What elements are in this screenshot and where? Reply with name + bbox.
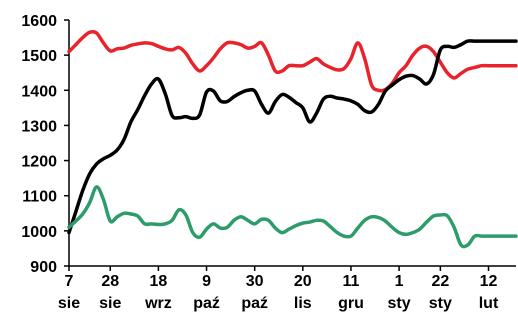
x-axis-tick-labels: 7 sie 28 sie 18 wrz 9 paź 30 paź 20 lis 11 gru 1 sty 22 s… bbox=[58, 273, 499, 312]
y-tick-label: 1000 bbox=[21, 224, 57, 241]
x-tick-label-month: sie bbox=[99, 295, 121, 312]
green-series-line bbox=[67, 185, 518, 249]
y-tick-label: 1500 bbox=[21, 48, 57, 65]
x-tick-label-day: 1 bbox=[395, 273, 404, 290]
red-series-line bbox=[67, 29, 518, 93]
y-tick-label: 1400 bbox=[21, 83, 57, 100]
x-tick-label-month: paź bbox=[241, 295, 268, 312]
y-axis-tick-labels: 900 1000 1100 1200 1300 1400 1500 1600 bbox=[21, 13, 57, 276]
x-tick-label-month: wrz bbox=[144, 295, 172, 312]
x-tick-label-day: 30 bbox=[246, 273, 264, 290]
x-tick-label-day: 20 bbox=[294, 273, 312, 290]
x-tick-label-month: sie bbox=[58, 295, 80, 312]
y-tick-label: 900 bbox=[30, 259, 57, 276]
series-lines bbox=[67, 29, 518, 249]
x-tick-label-day: 22 bbox=[431, 273, 449, 290]
y-tick-label: 1200 bbox=[21, 154, 57, 171]
x-tick-label-day: 18 bbox=[150, 273, 168, 290]
x-tick-label-month: gru bbox=[338, 295, 364, 312]
x-tick-label-day: 12 bbox=[480, 273, 498, 290]
x-tick-label-month: sty bbox=[429, 295, 452, 312]
x-tick-label-month: lut bbox=[479, 295, 499, 312]
black-series-line bbox=[67, 39, 518, 235]
y-tick-label: 1600 bbox=[21, 13, 57, 30]
x-tick-label-month: sty bbox=[388, 295, 411, 312]
x-tick-label-month: paź bbox=[193, 295, 220, 312]
x-tick-label-month: lis bbox=[294, 295, 312, 312]
x-tick-label-day: 11 bbox=[342, 273, 359, 290]
y-tick-label: 1100 bbox=[22, 189, 57, 206]
x-tick-label-day: 28 bbox=[101, 273, 119, 290]
x-tick-label-day: 9 bbox=[202, 273, 211, 290]
axes bbox=[64, 19, 516, 271]
x-tick-label-day: 7 bbox=[65, 273, 74, 290]
y-tick-label: 1300 bbox=[21, 118, 57, 135]
